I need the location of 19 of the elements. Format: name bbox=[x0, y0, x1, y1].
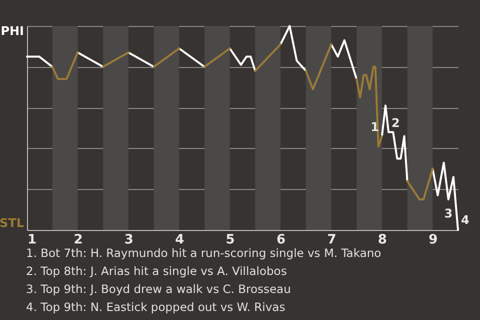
text: 1. Bot 7th: H. Raymundo hit a run-scoring single vs M. Takano bbox=[26, 246, 382, 260]
x-tick-label: 6 bbox=[276, 232, 286, 248]
annotation: 2 bbox=[392, 116, 400, 130]
text: 3. Top 9th: J. Boyd drew a walk vs C. Brosseau bbox=[26, 282, 291, 296]
annotation: 3 bbox=[444, 206, 453, 220]
x-tick-label: 1 bbox=[28, 232, 37, 248]
text: 4. Top 9th: N. Eastick popped out vs W. Rivas bbox=[26, 300, 286, 314]
text: PHI bbox=[0, 24, 24, 38]
text: STL bbox=[0, 216, 24, 230]
x-tick-label: 3 bbox=[124, 232, 134, 248]
x-tick-label: 9 bbox=[428, 232, 438, 248]
annotation: 1 bbox=[370, 120, 379, 134]
x-tick-label: 7 bbox=[327, 232, 336, 248]
x-tick-label: 8 bbox=[378, 232, 387, 248]
x-tick-label: 2 bbox=[74, 232, 83, 248]
x-tick-label: 4 bbox=[175, 232, 184, 248]
text: 2. Top 8th: J. Arias hit a single vs A. Villalobos bbox=[26, 264, 287, 278]
x-tick-label: 5 bbox=[226, 232, 235, 248]
annotation: 4 bbox=[461, 213, 470, 227]
